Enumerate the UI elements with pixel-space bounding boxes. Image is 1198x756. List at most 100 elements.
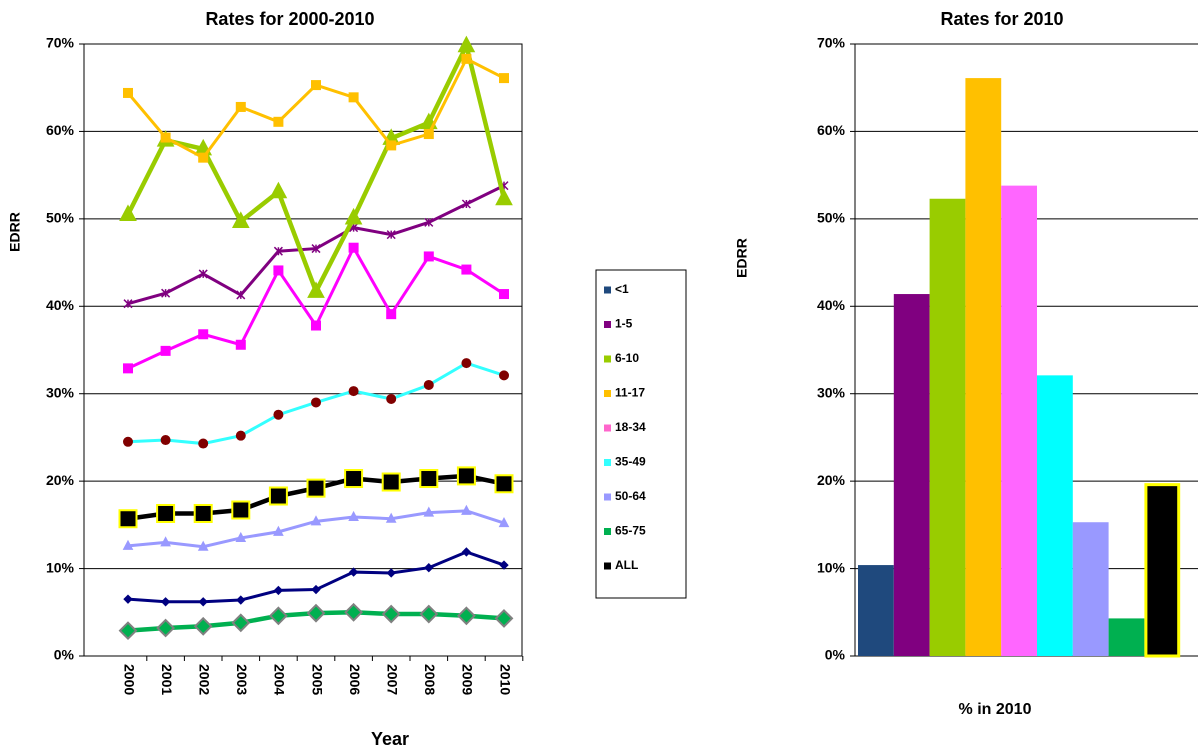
marker bbox=[456, 606, 476, 626]
marker bbox=[348, 567, 359, 577]
legend-swatch bbox=[604, 424, 611, 432]
marker bbox=[160, 345, 171, 356]
y-tick-label: 0% bbox=[54, 647, 75, 663]
marker bbox=[156, 503, 176, 523]
marker bbox=[122, 539, 134, 550]
marker bbox=[273, 409, 284, 420]
marker bbox=[306, 478, 326, 498]
marker bbox=[344, 469, 364, 489]
bar bbox=[929, 198, 966, 656]
bar bbox=[1072, 522, 1109, 656]
marker bbox=[198, 329, 209, 340]
x-tick-label: 2010 bbox=[497, 664, 513, 695]
marker bbox=[344, 207, 363, 225]
marker bbox=[461, 53, 472, 64]
marker bbox=[311, 397, 321, 408]
y-tick-label: 30% bbox=[817, 384, 846, 400]
marker bbox=[310, 515, 322, 526]
marker bbox=[160, 536, 171, 547]
legend-swatch bbox=[604, 459, 611, 466]
marker bbox=[499, 289, 509, 300]
bar bbox=[858, 565, 894, 656]
marker bbox=[424, 562, 434, 573]
marker bbox=[123, 594, 133, 604]
marker bbox=[231, 211, 250, 228]
marker bbox=[386, 393, 397, 404]
legend-swatch bbox=[604, 562, 611, 570]
marker bbox=[198, 597, 208, 607]
y-tick-label: 0% bbox=[825, 647, 846, 663]
marker bbox=[235, 531, 247, 542]
x-tick-label: 2005 bbox=[309, 664, 325, 695]
x-tick-label: 2003 bbox=[234, 664, 250, 695]
marker bbox=[236, 290, 246, 300]
marker bbox=[123, 436, 133, 447]
legend-swatch bbox=[604, 528, 611, 535]
marker bbox=[499, 73, 509, 84]
marker bbox=[461, 264, 472, 275]
marker bbox=[423, 251, 434, 262]
marker bbox=[193, 616, 213, 636]
marker bbox=[348, 92, 359, 103]
marker bbox=[386, 309, 397, 320]
marker bbox=[494, 474, 514, 494]
marker bbox=[273, 246, 283, 256]
bar bbox=[965, 78, 1002, 656]
bar bbox=[1037, 375, 1073, 656]
marker bbox=[198, 438, 209, 449]
marker bbox=[348, 386, 359, 397]
marker bbox=[197, 540, 209, 551]
marker bbox=[311, 584, 321, 595]
y-tick-label: 50% bbox=[817, 210, 846, 226]
marker bbox=[160, 597, 171, 607]
marker bbox=[461, 547, 472, 557]
marker bbox=[198, 269, 208, 279]
marker bbox=[160, 435, 171, 446]
marker bbox=[161, 288, 171, 298]
y-tick-label: 20% bbox=[46, 472, 75, 488]
y-tick-label: 60% bbox=[817, 122, 846, 138]
marker bbox=[461, 199, 471, 209]
marker bbox=[348, 510, 359, 521]
marker bbox=[499, 370, 509, 381]
bar bbox=[1001, 185, 1037, 657]
x-axis-label: Year bbox=[371, 729, 409, 749]
legend-label: 18-34 bbox=[615, 420, 646, 434]
legend-label: 6-10 bbox=[615, 351, 639, 365]
marker bbox=[235, 339, 246, 350]
y-tick-label: 10% bbox=[46, 559, 75, 575]
x-tick-label: 2004 bbox=[272, 664, 288, 695]
marker bbox=[118, 509, 138, 529]
marker bbox=[423, 379, 434, 390]
marker bbox=[269, 181, 288, 199]
bar bbox=[1108, 618, 1145, 656]
x-tick-label: 2009 bbox=[460, 664, 476, 695]
marker bbox=[193, 503, 213, 523]
y-axis-label: EDRR bbox=[734, 238, 750, 278]
marker bbox=[386, 140, 397, 151]
y-axis-label: EDRR bbox=[7, 212, 23, 252]
marker bbox=[385, 512, 397, 523]
marker bbox=[235, 101, 246, 112]
marker bbox=[236, 595, 246, 605]
legend-label: 65-75 bbox=[615, 524, 646, 538]
marker bbox=[494, 608, 514, 628]
x-tick-label: 2001 bbox=[159, 664, 175, 695]
marker bbox=[495, 188, 513, 206]
marker bbox=[311, 244, 321, 254]
marker bbox=[423, 506, 435, 517]
y-tick-label: 60% bbox=[46, 122, 75, 138]
legend-label: 1-5 bbox=[615, 317, 633, 331]
marker bbox=[118, 621, 138, 641]
legend-label: <1 bbox=[615, 282, 629, 296]
chart-title: Rates for 2010 bbox=[940, 9, 1063, 29]
marker bbox=[381, 604, 401, 624]
marker bbox=[273, 585, 284, 596]
y-tick-label: 40% bbox=[46, 297, 75, 313]
marker bbox=[456, 466, 476, 486]
legend-label: 11-17 bbox=[615, 386, 645, 400]
y-tick-label: 70% bbox=[817, 35, 846, 51]
y-tick-label: 20% bbox=[817, 472, 846, 488]
marker bbox=[498, 517, 510, 528]
